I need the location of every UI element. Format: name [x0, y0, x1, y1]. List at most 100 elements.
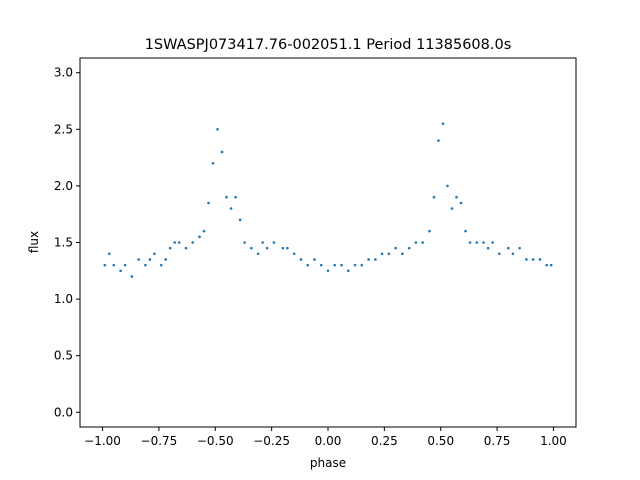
data-point: [313, 258, 316, 261]
y-tick-label: 0.0: [54, 405, 73, 419]
data-point: [326, 269, 330, 273]
data-point: [333, 263, 337, 267]
data-point: [238, 218, 242, 222]
data-point: [299, 258, 303, 261]
data-point: [486, 246, 490, 250]
x-tick-label: 1.00: [540, 434, 567, 448]
data-point: [491, 241, 494, 244]
data-point: [225, 195, 228, 199]
data-point: [531, 258, 535, 261]
y-tick-label: 1.5: [54, 236, 73, 250]
data-point: [455, 195, 458, 199]
data-point: [123, 263, 127, 267]
y-tick-label: 3.0: [54, 66, 73, 80]
data-point: [137, 258, 140, 261]
data-points: [103, 122, 553, 278]
data-point: [144, 263, 147, 267]
x-tick-label: 0.50: [427, 434, 454, 448]
data-point: [265, 246, 269, 250]
data-point: [482, 241, 485, 244]
data-point: [549, 263, 553, 267]
data-point: [272, 241, 276, 244]
data-point: [306, 263, 310, 267]
data-point: [387, 252, 391, 256]
data-point: [211, 161, 215, 165]
data-point: [407, 246, 411, 250]
plot-frame: [79, 57, 577, 428]
data-point: [511, 252, 515, 256]
data-point: [468, 241, 472, 244]
data-point: [450, 207, 454, 210]
data-point: [202, 229, 206, 233]
data-point: [459, 201, 463, 205]
data-point: [367, 258, 370, 261]
data-point: [380, 252, 384, 256]
chart-title: 1SWASPJ073417.76-002051.1 Period 1138560…: [145, 37, 512, 53]
data-point: [159, 263, 163, 267]
x-tick-label: −1.00: [84, 434, 121, 448]
data-point: [173, 241, 176, 244]
data-point: [108, 252, 111, 256]
data-point: [234, 195, 237, 199]
data-point: [216, 128, 219, 131]
y-axis: 0.0 0.5 1.0 1.5 2.0 2.5 3.0: [54, 66, 80, 419]
data-point: [207, 201, 210, 205]
data-point: [191, 241, 195, 244]
data-point: [112, 263, 116, 267]
data-point: [394, 246, 397, 250]
data-point: [437, 139, 440, 142]
data-point: [428, 229, 431, 233]
data-point: [103, 263, 107, 267]
data-point: [250, 246, 253, 250]
data-point: [168, 246, 172, 250]
data-point: [525, 258, 528, 261]
x-axis: −1.00 −0.75 −0.50 −0.25 0.00 0.25 0.50 0.75 1.00: [84, 427, 567, 448]
data-point: [421, 241, 424, 244]
data-point: [184, 246, 188, 250]
data-point: [346, 269, 350, 273]
data-point: [446, 184, 449, 188]
y-tick-label: 1.0: [54, 292, 73, 306]
data-point: [229, 207, 233, 210]
data-point: [148, 258, 152, 261]
x-tick-label: 0.00: [315, 434, 342, 448]
data-point: [475, 241, 479, 244]
data-point: [432, 195, 436, 199]
data-point: [256, 252, 260, 256]
data-point: [441, 122, 445, 125]
y-tick-label: 2.5: [54, 122, 73, 136]
data-point: [164, 258, 167, 261]
x-tick-label: −0.75: [141, 434, 178, 448]
data-point: [319, 263, 323, 267]
y-axis-label: flux: [27, 231, 41, 253]
data-point: [518, 246, 521, 250]
data-point: [177, 241, 181, 244]
y-tick-label: 2.0: [54, 179, 73, 193]
data-point: [507, 246, 510, 250]
data-point: [243, 241, 246, 244]
data-point: [538, 258, 542, 261]
data-point: [414, 241, 418, 244]
data-point: [464, 229, 467, 233]
data-point: [360, 263, 364, 267]
data-point: [401, 252, 404, 256]
y-tick-label: 0.5: [54, 349, 73, 363]
x-tick-label: −0.50: [197, 434, 234, 448]
data-point: [220, 150, 224, 154]
data-point: [545, 263, 548, 267]
data-point: [130, 275, 134, 278]
data-point: [374, 258, 377, 261]
data-point: [281, 246, 285, 250]
x-tick-label: −0.25: [253, 434, 290, 448]
data-point: [340, 263, 343, 267]
data-point: [292, 252, 296, 256]
x-tick-label: 0.25: [371, 434, 398, 448]
data-point: [353, 263, 357, 267]
data-point: [286, 246, 289, 250]
data-point: [119, 269, 122, 273]
data-point: [261, 241, 264, 244]
x-tick-label: 0.75: [484, 434, 511, 448]
data-point: [198, 235, 201, 239]
data-point: [153, 252, 156, 256]
